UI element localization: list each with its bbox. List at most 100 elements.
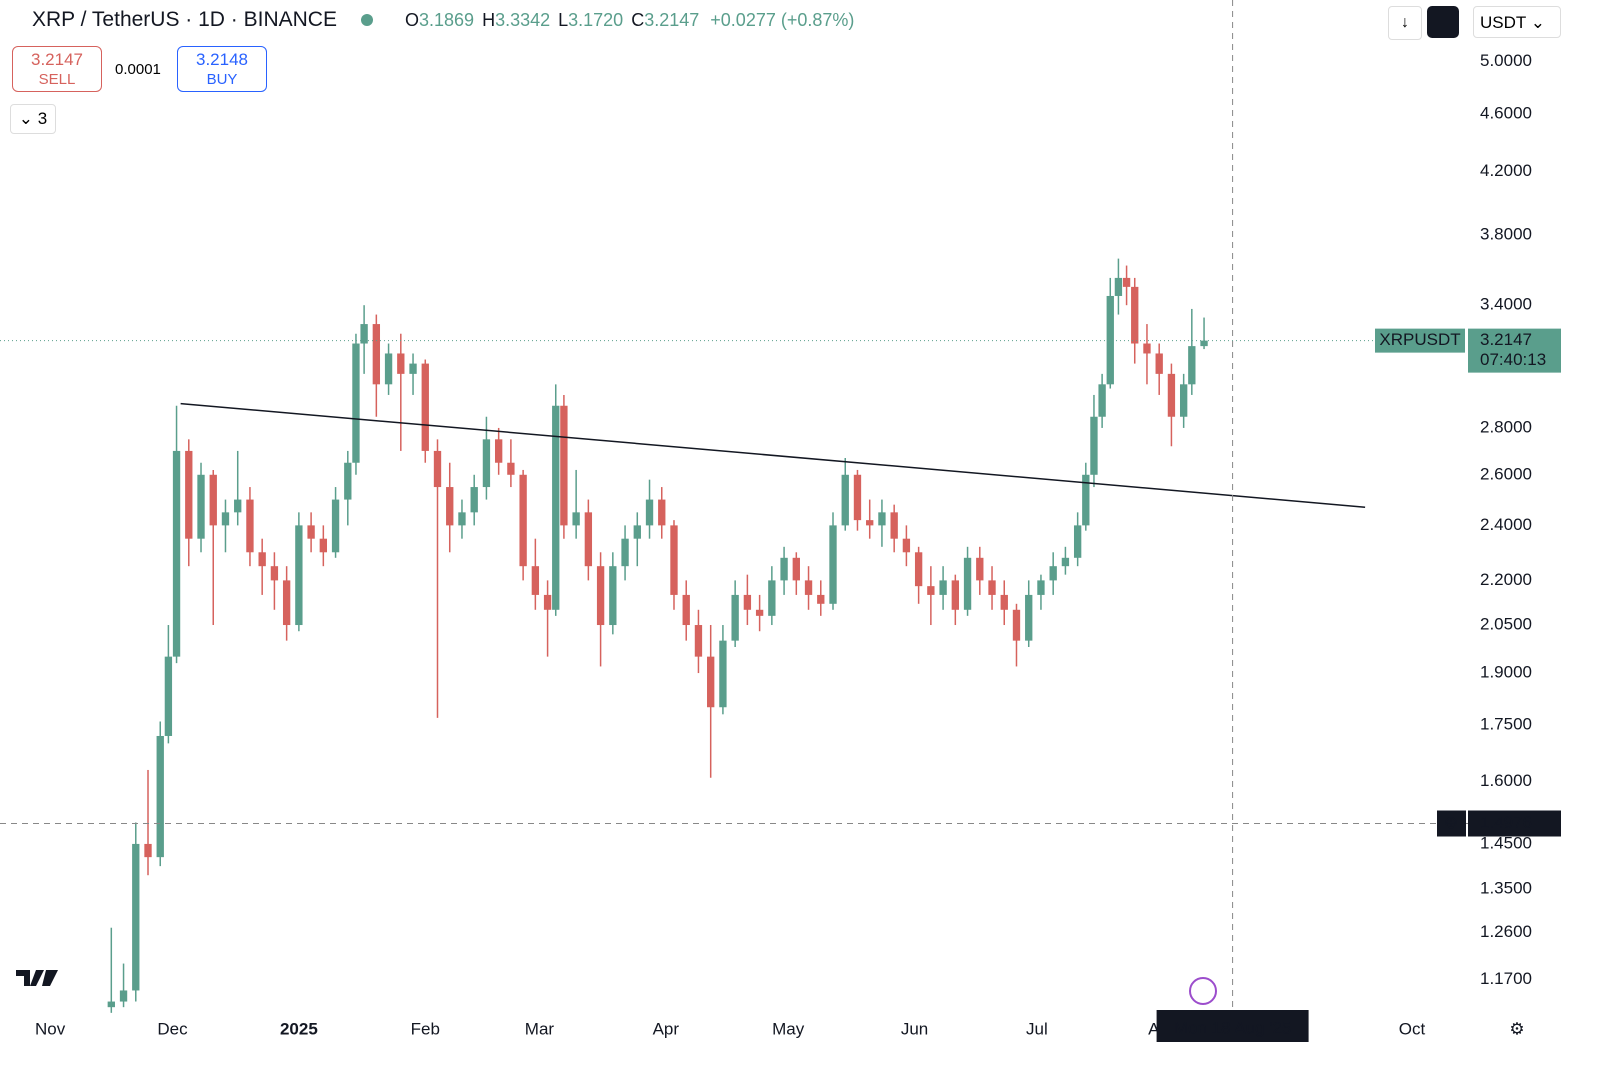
candle-body [409,363,417,374]
candle-body [234,499,242,513]
candle-body [246,499,254,553]
download-button[interactable]: ↓ [1388,6,1422,40]
candle-body [119,990,128,1002]
candle-body [519,474,527,567]
header: XRP / TetherUS · 1D · BINANCE O3.1869 H3.… [12,8,854,32]
candle-body [1073,525,1082,558]
candle-body [1155,353,1163,374]
candle-body [645,499,654,526]
y-tick-label: 1.1700 [1480,969,1532,988]
spread: 0.0001 [115,61,161,78]
buy-label: BUY [206,71,238,88]
candle-body [1000,594,1008,610]
candle-body [107,1001,115,1008]
indicator-count: 3 [37,109,48,128]
x-tick-label: May [772,1019,805,1038]
candle-body [951,580,959,610]
candle-body [1098,384,1106,417]
y-tick-label: 2.2000 [1480,570,1532,589]
candle-body [185,450,193,539]
y-tick-label: 1.7500 [1480,715,1532,734]
buy-button[interactable]: 3.2148 BUY [177,46,267,92]
symbol-title[interactable]: XRP / TetherUS · 1D · BINANCE [32,8,337,31]
symbol-label: XRPUSDT [1379,330,1460,349]
candle-body [543,594,552,610]
x-tick-label: 2025 [280,1019,318,1038]
x-tick-label: Mar [525,1019,555,1038]
candle-body [707,656,715,708]
candle-body [1179,384,1188,417]
y-tick-label: 1.4500 [1480,833,1532,852]
candle-body [360,324,368,344]
candle-body [172,450,181,657]
candle-body [694,625,703,657]
candle-body [1012,609,1021,641]
crosshair-y-label: 1.4976 [1480,813,1532,832]
candle-body [1025,594,1033,641]
candle-body [719,640,727,708]
last-price-label: 3.2147 [1480,330,1532,349]
candle-body [331,499,340,553]
candle-body [1188,346,1196,385]
candle-body [282,580,291,626]
last-price-badge [1468,328,1561,373]
candle-body [1090,416,1098,475]
candle-body [743,594,752,610]
candle-body [132,843,140,991]
candle-body [1143,343,1151,354]
candle-body [584,512,593,567]
sell-label: SELL [38,71,76,88]
fullscreen-button[interactable] [1427,6,1459,38]
candle-body [1049,566,1057,581]
l-label: L [558,9,569,30]
candle-body [988,580,996,595]
x-tick-label: Dec [157,1019,188,1038]
y-tick-label: 1.2600 [1480,922,1532,941]
candle-body [1200,340,1208,347]
change: +0.0277 (+0.87%) [710,9,855,30]
candle-body [682,594,690,626]
h-label: H [482,9,496,30]
x-tick-label: Feb [411,1019,440,1038]
status-dot [360,14,373,26]
candle-body [531,566,540,595]
candle-body [458,512,466,526]
candle-body [792,557,800,581]
candle-body [780,557,788,581]
ohlc: O3.1869 H3.3342 L3.1720 C3.2147 +0.0277 (+0… [397,10,854,31]
candle-body [1114,277,1123,296]
candle-body [433,450,442,488]
candle-body [768,580,776,616]
candle-body [914,552,923,587]
add-alert-badge[interactable] [1437,810,1466,837]
candle-body [1082,474,1090,526]
candle-body [494,439,503,463]
logo [16,970,58,986]
buy-price: 3.2148 [196,50,248,69]
candle-body [866,520,874,526]
crosshair-x-label: Mon 18 Aug '25 [1174,1018,1292,1037]
candle-body [939,580,947,595]
candle-body [817,594,825,604]
y-tick-label: 1.9000 [1480,663,1532,682]
candle-body [658,499,666,526]
c-label: C [631,9,645,30]
candle-body [307,525,315,539]
candle-body [507,462,515,475]
candle-body [1061,557,1070,567]
candle-body [670,525,678,595]
indicator-toggle[interactable]: ⌄ 3 [10,104,56,134]
trendline [180,402,1366,508]
x-tick-label: Jul [1026,1019,1048,1038]
sell-button[interactable]: 3.2147 SELL [12,46,102,92]
currency-select[interactable]: USDT ⌄ [1473,6,1561,38]
candle-body [344,462,352,500]
candle-body [446,487,454,526]
candle-body [209,474,217,526]
candle-body [878,512,886,526]
candle-body [1037,580,1045,595]
close: 3.2147 [644,9,700,30]
flash-icon[interactable] [1189,977,1217,1005]
